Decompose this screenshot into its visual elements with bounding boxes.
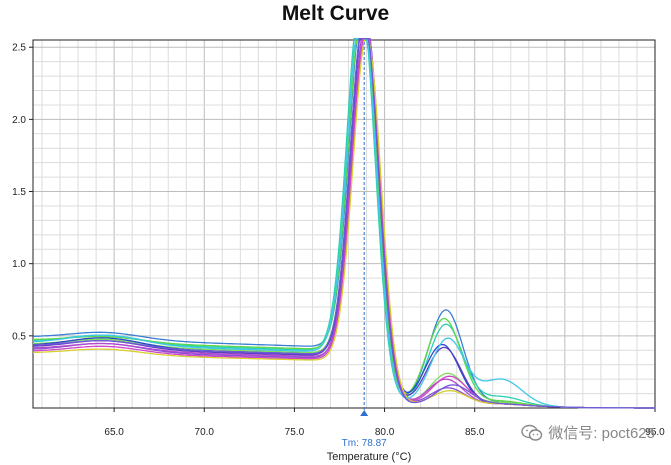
axis-ticks xyxy=(29,46,656,412)
plot-frame xyxy=(32,39,656,409)
x-axis-label: Temperature (°C) xyxy=(327,451,411,463)
y-tick-label: 2.0 xyxy=(12,115,26,126)
watermark-text: 微信号: poct625 xyxy=(548,425,655,442)
melt-series-line xyxy=(32,37,655,409)
x-tick-label: 80.0 xyxy=(375,427,395,438)
y-tick-label: 1.5 xyxy=(12,187,26,198)
x-tick-label: 70.0 xyxy=(195,427,215,438)
x-tick-label: 65.0 xyxy=(104,427,124,438)
labels-layer: 65.0 70.0 75.0 80.0 85.0 95.0 0.5 1.0 1.5 2.0 2.5 xyxy=(12,43,665,438)
y-tick-label: 2.5 xyxy=(12,43,26,54)
chart-title: Melt Curve xyxy=(281,2,390,25)
melt-series-line xyxy=(33,37,655,409)
series-layer xyxy=(32,37,655,409)
melt-series-line xyxy=(32,37,655,409)
x-tick-label: 95.0 xyxy=(645,427,665,438)
tm-label: Tm: 78.87 xyxy=(342,438,387,449)
y-tick-label: 1.0 xyxy=(12,259,26,270)
x-tick-label: 85.0 xyxy=(465,427,485,438)
wechat-icon xyxy=(521,424,543,441)
watermark: 微信号: poct625 xyxy=(521,422,655,443)
tm-marker-arrow xyxy=(360,410,369,416)
y-tick-label: 0.5 xyxy=(12,331,26,342)
x-tick-label: 75.0 xyxy=(285,427,305,438)
